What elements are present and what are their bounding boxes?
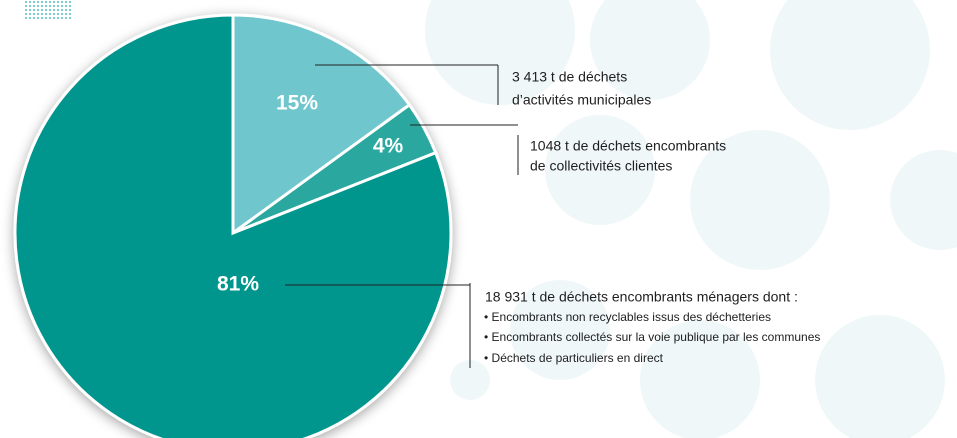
slice-label: 81% [217,273,259,296]
annotation-text: 3 413 t de déchets [512,69,627,85]
pie-slice [231,13,412,236]
annotation-text: • Encombrants collectés sur la voie publ… [484,330,820,344]
annotation-text: • Déchets de particuliers en direct [484,351,664,365]
annotation-text: 1048 t de déchets encombrants [530,138,726,154]
annotation-text: de collectivités clientes [530,158,672,174]
slice-label: 4% [373,135,404,158]
annotation-text: d’activités municipales [512,92,651,108]
background-bubbles [425,0,957,438]
slice-label: 15% [276,92,318,115]
pie-slice [13,13,453,438]
annotation-text: 18 931 t de déchets encombrants ménagers… [485,289,798,305]
pie [13,13,453,438]
logo-dots [25,0,73,20]
labels: 15% 4% 81% 3 413 t de déchets d’activités mu… [217,64,820,368]
annotation-text: • Encombrants non recyclables issus des … [484,310,771,324]
